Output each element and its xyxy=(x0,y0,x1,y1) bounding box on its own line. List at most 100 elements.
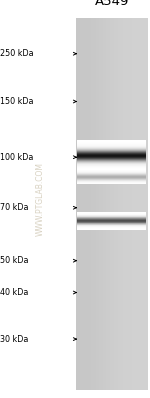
Text: 50 kDa: 50 kDa xyxy=(0,256,28,265)
Bar xyxy=(77,169,146,170)
Bar xyxy=(142,18,143,390)
Bar xyxy=(106,18,107,390)
Bar xyxy=(124,18,125,390)
Bar xyxy=(101,18,102,390)
Bar xyxy=(138,18,139,390)
Bar xyxy=(145,18,146,390)
Bar xyxy=(77,162,146,163)
Bar xyxy=(97,18,98,390)
Bar xyxy=(77,168,146,169)
Bar xyxy=(134,18,135,390)
Bar xyxy=(77,164,146,165)
Bar xyxy=(90,18,91,390)
Bar xyxy=(77,160,146,161)
Bar xyxy=(88,18,89,390)
Bar xyxy=(76,18,77,390)
Bar xyxy=(129,18,130,390)
Bar xyxy=(131,18,132,390)
Bar xyxy=(77,157,146,158)
Text: WWW.PTGLAB.COM: WWW.PTGLAB.COM xyxy=(36,162,45,236)
Bar xyxy=(135,18,136,390)
Bar xyxy=(85,18,86,390)
Bar xyxy=(89,18,90,390)
Bar xyxy=(91,18,92,390)
Text: 70 kDa: 70 kDa xyxy=(0,203,28,212)
Bar xyxy=(77,152,146,153)
Bar xyxy=(77,154,146,155)
Bar xyxy=(77,147,146,148)
Bar xyxy=(87,18,88,390)
Bar xyxy=(115,18,116,390)
Bar xyxy=(147,18,148,390)
Bar xyxy=(125,18,126,390)
Bar xyxy=(102,18,103,390)
Bar xyxy=(99,18,100,390)
Bar xyxy=(77,148,146,149)
Bar xyxy=(77,144,146,145)
Bar xyxy=(112,18,113,390)
Bar xyxy=(77,167,146,168)
Bar xyxy=(136,18,137,390)
Bar xyxy=(81,18,82,390)
Bar xyxy=(77,155,146,156)
Text: 150 kDa: 150 kDa xyxy=(0,97,33,106)
Text: A549: A549 xyxy=(94,0,129,8)
Bar xyxy=(77,163,146,164)
Bar xyxy=(103,18,104,390)
Bar xyxy=(86,18,87,390)
Bar xyxy=(77,166,146,167)
Bar xyxy=(78,18,79,390)
Bar xyxy=(77,149,146,150)
Bar xyxy=(109,18,110,390)
Bar xyxy=(121,18,122,390)
Bar xyxy=(77,151,146,152)
Bar xyxy=(126,18,127,390)
Bar xyxy=(77,153,146,154)
Bar xyxy=(141,18,142,390)
Bar xyxy=(127,18,128,390)
Bar xyxy=(117,18,118,390)
Bar xyxy=(144,18,145,390)
Bar xyxy=(105,18,106,390)
Bar xyxy=(133,18,134,390)
Bar xyxy=(116,18,117,390)
Bar xyxy=(77,158,146,159)
Bar xyxy=(82,18,83,390)
Bar xyxy=(77,140,146,141)
Text: 30 kDa: 30 kDa xyxy=(0,335,28,343)
Bar xyxy=(114,18,115,390)
Bar xyxy=(77,159,146,160)
Bar xyxy=(77,165,146,166)
Bar xyxy=(118,18,119,390)
Bar xyxy=(122,18,123,390)
Bar xyxy=(83,18,84,390)
Bar xyxy=(111,18,112,390)
Bar xyxy=(120,18,121,390)
Bar xyxy=(132,18,133,390)
Bar xyxy=(77,156,146,157)
Bar xyxy=(104,18,105,390)
Bar xyxy=(110,18,111,390)
Bar xyxy=(96,18,97,390)
Bar xyxy=(77,170,146,171)
Bar xyxy=(143,18,144,390)
Bar xyxy=(123,18,124,390)
Bar xyxy=(77,161,146,162)
Bar xyxy=(95,18,96,390)
Bar xyxy=(77,150,146,151)
Bar xyxy=(146,18,147,390)
Text: 250 kDa: 250 kDa xyxy=(0,49,34,58)
Bar xyxy=(79,18,80,390)
Bar xyxy=(139,18,140,390)
Bar xyxy=(77,146,146,147)
Bar xyxy=(108,18,109,390)
Bar xyxy=(77,145,146,146)
Bar xyxy=(128,18,129,390)
Bar xyxy=(113,18,114,390)
Bar xyxy=(93,18,94,390)
Bar xyxy=(77,143,146,144)
Bar xyxy=(100,18,101,390)
Text: 40 kDa: 40 kDa xyxy=(0,288,28,297)
Bar xyxy=(119,18,120,390)
Bar xyxy=(98,18,99,390)
